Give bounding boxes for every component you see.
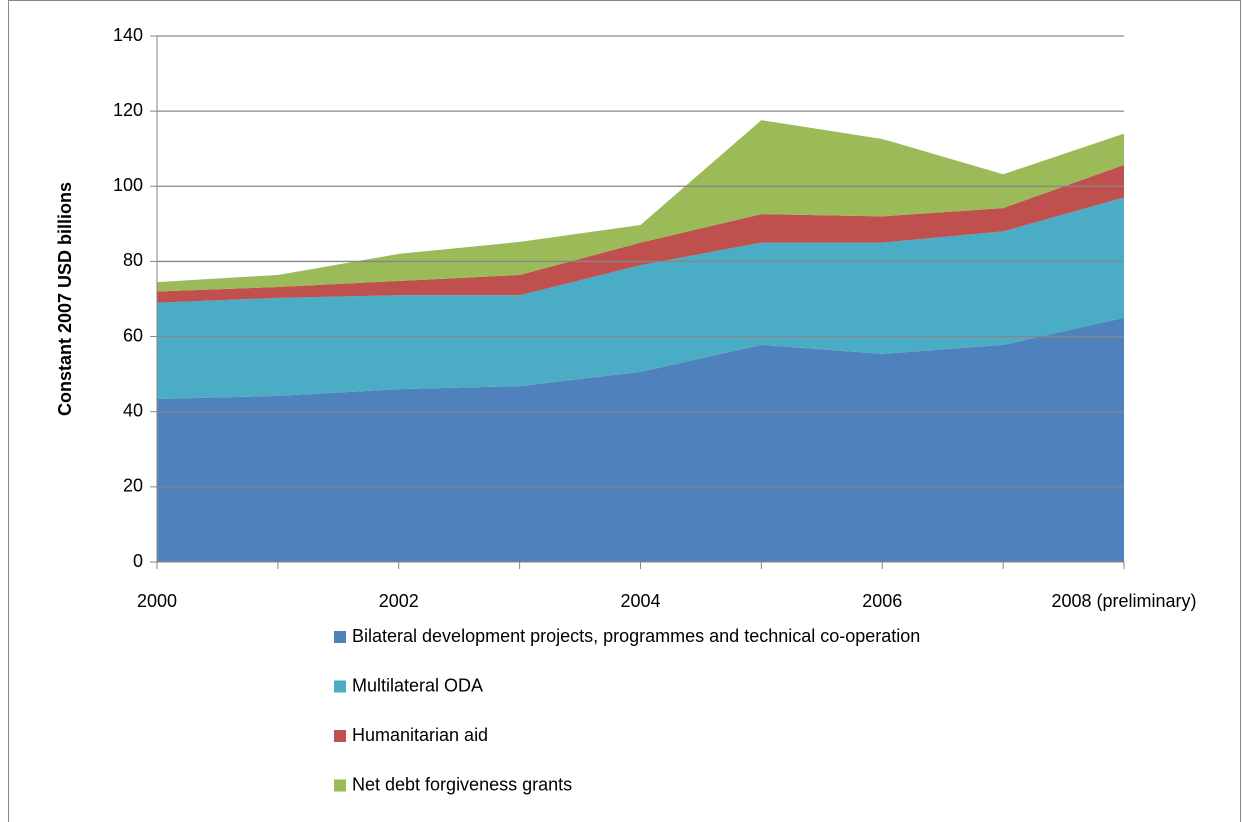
legend-swatch bbox=[334, 631, 346, 643]
area bbox=[157, 317, 1124, 562]
legend-swatch bbox=[334, 730, 346, 742]
chart-frame bbox=[8, 0, 1241, 822]
x-tick-label: 2006 bbox=[862, 591, 902, 611]
area bbox=[157, 197, 1124, 399]
legend-swatch bbox=[334, 779, 346, 792]
x-tick-label: 2000 bbox=[137, 591, 177, 611]
x-tick-label: 2004 bbox=[620, 591, 660, 611]
legend-label: Humanitarian aid bbox=[352, 725, 488, 745]
legend-swatch bbox=[334, 680, 346, 693]
y-tick-label: 40 bbox=[123, 400, 143, 420]
y-tick-label: 0 bbox=[133, 551, 143, 571]
y-tick-label: 120 bbox=[113, 100, 143, 120]
y-tick-label: 100 bbox=[113, 175, 143, 195]
legend-label: Bilateral development projects, programm… bbox=[352, 626, 920, 646]
y-tick-label: 80 bbox=[123, 250, 143, 270]
x-tick-label: 2002 bbox=[379, 591, 419, 611]
legend-label: Net debt forgiveness grants bbox=[352, 774, 572, 794]
y-tick-label: 60 bbox=[123, 325, 143, 345]
x-tick-label: 2008 (preliminary) bbox=[1051, 591, 1196, 611]
legend-label: Multilateral ODA bbox=[352, 675, 483, 695]
y-axis-label: Constant 2007 USD billions bbox=[55, 182, 75, 416]
area bbox=[157, 120, 1124, 292]
area bbox=[157, 164, 1124, 303]
y-tick-label: 20 bbox=[123, 476, 143, 496]
y-tick-label: 140 bbox=[113, 25, 143, 45]
